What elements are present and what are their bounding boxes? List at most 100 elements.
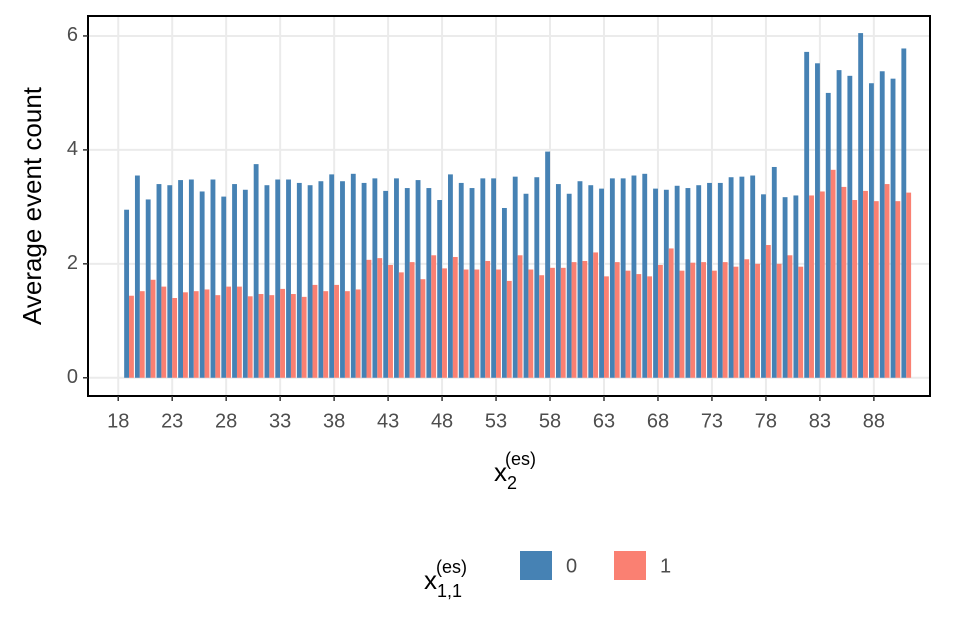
bar [129,295,134,378]
bar [636,274,642,378]
bar [663,189,669,378]
legend-title-sup: (es) [436,557,467,577]
bar [506,280,512,378]
bar [188,179,194,378]
bar [571,262,577,378]
bar [480,178,486,378]
bar [744,259,750,378]
bar [614,262,620,378]
bar [156,184,162,378]
bar [232,184,237,378]
bar [869,83,874,378]
bar [124,209,130,378]
bar [793,195,799,378]
bar [161,286,167,378]
bar [696,185,702,378]
bar [415,180,421,378]
x-label-base: x [494,457,507,487]
bar [685,188,691,378]
x-tick-label: 68 [647,410,669,432]
bar [642,173,648,378]
bar [647,276,653,378]
bar [145,199,151,378]
bar [836,70,842,378]
bar [852,200,858,378]
bar [566,193,572,378]
x-tick-label: 33 [269,410,291,432]
bar [236,286,242,378]
bar [534,177,540,378]
bar [847,75,853,378]
x-tick-label: 38 [323,410,345,432]
y-tick-label: 0 [67,366,78,388]
bar [318,181,324,378]
bar [674,185,680,378]
bar [776,263,782,378]
bar [355,289,361,378]
bar [528,269,534,378]
bar [804,51,810,378]
bar [599,188,604,378]
x-tick-label: 53 [485,410,507,432]
bar [437,200,443,378]
bar [350,173,356,378]
bar [178,180,183,378]
bar [398,272,404,378]
bar [334,284,339,378]
bar [603,276,609,378]
bar [469,188,475,378]
bar [728,177,734,378]
bar [139,291,145,378]
bars [124,33,912,378]
bar [906,192,912,378]
bar [501,207,507,378]
bar [329,174,335,378]
bar [679,270,685,378]
bar [269,295,275,378]
bar [717,182,723,378]
bar [167,185,173,378]
x-tick-label: 23 [161,410,183,432]
bar [733,266,739,378]
bar [258,294,264,378]
panel-border [87,15,931,397]
bar [150,279,156,378]
x-tick-label: 28 [215,410,237,432]
bar [593,252,599,378]
bar [226,286,232,378]
bar [550,267,555,378]
bar [448,174,453,378]
bar [545,151,551,378]
bar [307,185,313,378]
legend-key [520,551,552,580]
legend-title-base: x [424,565,437,595]
x-tick-label: 48 [431,410,453,432]
bar [841,186,847,378]
bar [474,269,480,378]
bar [301,296,307,378]
bar [653,188,658,378]
legend-label: 0 [566,555,577,577]
y-axis-label: Average event count [17,86,47,325]
bar [199,191,205,378]
bar [711,270,717,378]
bar [858,33,864,378]
bar [819,191,825,378]
bar [625,270,631,378]
bar [707,182,712,378]
x-tick-label: 73 [701,410,723,432]
bar [873,201,879,378]
bar [404,188,410,378]
bar [377,258,383,378]
bar [657,264,663,378]
bar [452,256,458,378]
y-tick-label: 6 [67,24,78,46]
legend-label: 1 [660,555,671,577]
bar [798,266,804,378]
bar [890,78,896,378]
x-tick-label: 18 [107,410,129,432]
bar [755,263,760,378]
bar [895,201,901,378]
